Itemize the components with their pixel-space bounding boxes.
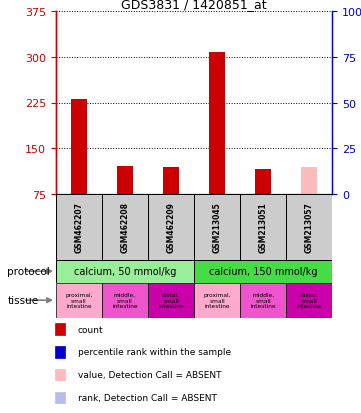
Text: proximal,
small
intestine: proximal, small intestine	[65, 292, 93, 309]
Text: GSM462208: GSM462208	[121, 202, 130, 253]
Text: distal,
small
intestine: distal, small intestine	[158, 292, 184, 309]
Text: value, Detection Call = ABSENT: value, Detection Call = ABSENT	[78, 370, 221, 379]
Bar	[148, 283, 194, 318]
Bar	[55, 369, 65, 380]
Text: GSM213057: GSM213057	[305, 202, 314, 252]
Bar	[194, 194, 240, 260]
Bar	[194, 260, 332, 283]
Bar	[240, 283, 286, 318]
Text: GSM462209: GSM462209	[166, 202, 175, 252]
Title: GDS3831 / 1420851_at: GDS3831 / 1420851_at	[121, 0, 267, 11]
Text: calcium, 50 mmol/kg: calcium, 50 mmol/kg	[74, 266, 176, 277]
Text: count: count	[78, 325, 103, 334]
Text: calcium, 150 mmol/kg: calcium, 150 mmol/kg	[209, 266, 317, 277]
Text: GSM213051: GSM213051	[258, 202, 268, 252]
Text: proximal,
small
intestine: proximal, small intestine	[203, 292, 231, 309]
Text: distal,
small
intestine: distal, small intestine	[296, 292, 322, 309]
Text: middle,
small
intestine: middle, small intestine	[112, 292, 138, 309]
Bar	[102, 194, 148, 260]
Bar	[117, 167, 133, 194]
Bar	[102, 283, 148, 318]
Bar	[56, 194, 102, 260]
Bar	[255, 170, 271, 194]
Bar	[55, 347, 65, 358]
Bar	[55, 392, 65, 403]
Bar	[71, 100, 87, 194]
Bar	[56, 283, 102, 318]
Bar	[55, 324, 65, 335]
Bar	[240, 194, 286, 260]
Bar	[163, 168, 179, 194]
Text: rank, Detection Call = ABSENT: rank, Detection Call = ABSENT	[78, 393, 217, 402]
Bar	[209, 53, 225, 194]
Text: GSM213045: GSM213045	[213, 202, 222, 252]
Text: percentile rank within the sample: percentile rank within the sample	[78, 348, 231, 356]
Text: tissue: tissue	[7, 295, 38, 306]
Text: GSM462207: GSM462207	[74, 202, 83, 253]
Bar	[286, 283, 332, 318]
Text: middle,
small
intestine: middle, small intestine	[250, 292, 276, 309]
Text: protocol: protocol	[7, 266, 50, 277]
Bar	[286, 194, 332, 260]
Bar	[56, 260, 194, 283]
Bar	[194, 283, 240, 318]
Bar	[148, 194, 194, 260]
Bar	[301, 168, 317, 194]
